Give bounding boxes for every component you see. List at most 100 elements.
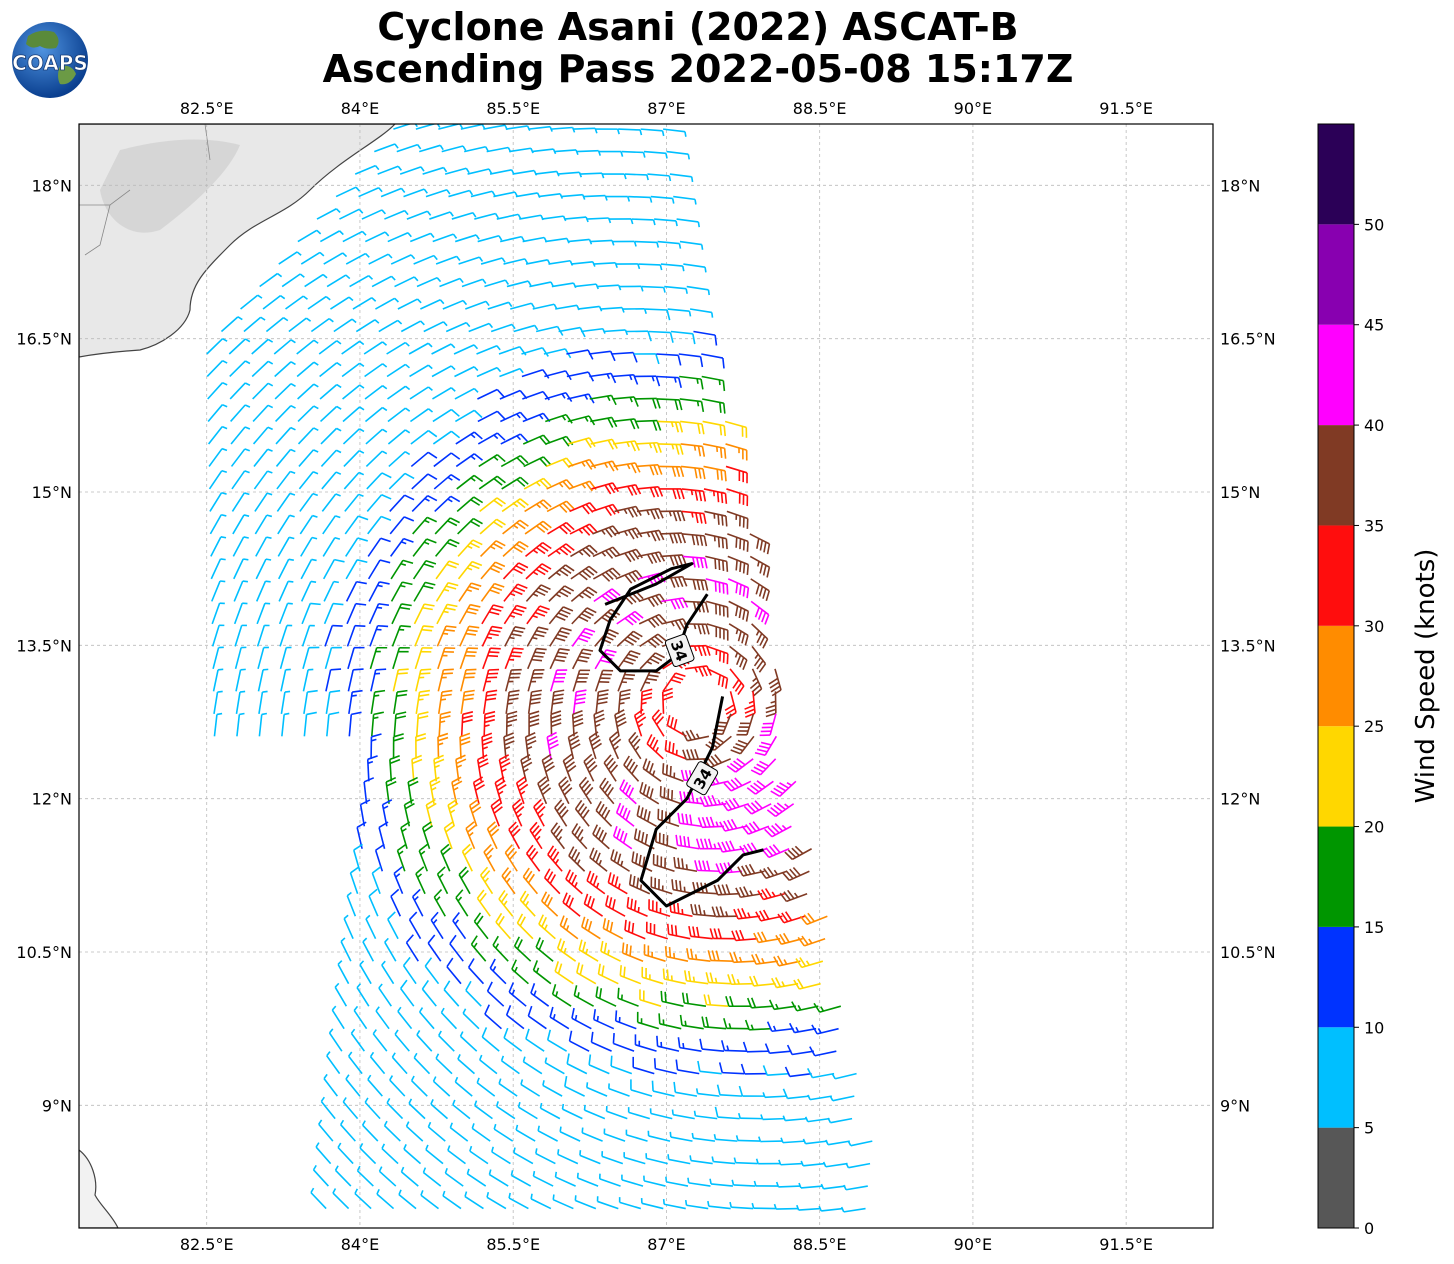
wind-barb — [345, 559, 368, 580]
wind-barb — [701, 1016, 727, 1030]
wind-barb — [431, 343, 456, 355]
wind-barb — [632, 1056, 655, 1075]
wind-barb — [639, 652, 665, 670]
wind-barb — [780, 1137, 805, 1144]
wind-barb — [252, 426, 273, 445]
wind-barb — [598, 1173, 621, 1187]
wind-barb — [363, 341, 388, 355]
wind-barb — [626, 330, 652, 342]
wind-barb — [639, 633, 667, 649]
wind-barb — [455, 431, 483, 445]
wind-barb — [403, 1144, 422, 1165]
wind-barb — [285, 295, 308, 310]
wind-barb — [749, 555, 771, 578]
wind-barb — [573, 127, 598, 134]
wind-barb — [662, 763, 684, 783]
wind-barb — [207, 381, 228, 400]
wind-barb — [659, 488, 685, 500]
wind-barb — [661, 597, 689, 610]
wind-barb — [508, 821, 521, 850]
wind-barb — [493, 1123, 514, 1142]
wind-barb — [586, 217, 612, 224]
wind-barb — [650, 195, 675, 204]
wind-barb — [433, 754, 445, 782]
wind-barb — [723, 777, 752, 792]
wind-barb — [605, 895, 626, 917]
wind-barb — [359, 1143, 377, 1165]
wind-barb — [499, 367, 524, 378]
wind-barb — [676, 218, 701, 228]
wind-barb — [707, 950, 733, 962]
axis-tick-labels: 82.5°E 82.5°E 84°E 84°E 85.5°E 85.5°E 87°E 87°E… — [16, 99, 1275, 1254]
wind-barb — [369, 624, 389, 647]
wind-barb — [254, 514, 273, 535]
wind-barb — [634, 240, 660, 248]
wind-barb — [207, 403, 228, 422]
wind-barb — [689, 308, 714, 318]
wind-barb — [413, 603, 435, 625]
wind-barb — [525, 844, 541, 872]
wind-barb — [347, 668, 364, 692]
wind-barb — [333, 318, 357, 333]
wind-barb — [430, 911, 444, 940]
wind-barb — [727, 555, 750, 575]
wind-barb — [420, 299, 445, 310]
lon-tick-bottom: 84°E — [341, 1235, 379, 1254]
wind-barb — [430, 1099, 449, 1120]
wind-barb — [437, 668, 454, 692]
wind-barb — [517, 1101, 538, 1120]
wind-barb — [634, 397, 661, 409]
colorbar-bin — [1318, 224, 1354, 325]
wind-barb — [412, 516, 438, 535]
wind-barb — [372, 1029, 388, 1052]
wind-barb — [421, 979, 437, 1007]
sri-lanka-coastline — [79, 1149, 119, 1228]
wind-barb — [361, 209, 386, 220]
wind-barb — [682, 555, 708, 569]
wind-barb — [508, 1192, 529, 1210]
wind-barb — [367, 515, 392, 535]
wind-barb — [481, 1027, 500, 1052]
wind-barb — [299, 514, 318, 535]
wind-barb — [691, 1132, 716, 1142]
wind-barb — [500, 411, 528, 423]
wind-barb — [701, 353, 725, 369]
wind-barb — [457, 539, 483, 557]
wind-barb — [315, 1142, 332, 1165]
wind-barb — [486, 981, 505, 1007]
wind-barb — [695, 838, 722, 850]
wind-barb — [468, 798, 482, 827]
wind-barb — [432, 387, 456, 400]
wind-barb — [616, 610, 644, 626]
wind-barb — [503, 732, 515, 759]
wind-barb — [354, 164, 380, 175]
wind-barb — [460, 668, 477, 692]
wind-barb — [615, 263, 641, 270]
wind-barb — [527, 1005, 547, 1030]
wind-barb — [356, 983, 370, 1007]
wind-barb — [679, 375, 704, 390]
wind-barb — [454, 234, 480, 243]
wind-barb — [459, 732, 471, 759]
lat-tick-left: 15°N — [32, 483, 72, 502]
wind-barb — [384, 209, 409, 220]
colorbar-tick-label: 20 — [1364, 818, 1384, 837]
wind-barb — [431, 365, 456, 378]
wind-barb — [621, 150, 646, 158]
wind-barb — [359, 799, 371, 827]
wind-barb — [387, 232, 412, 243]
wind-barb — [702, 443, 727, 459]
wind-barb — [616, 630, 643, 647]
wind-barb — [642, 758, 662, 782]
wind-barb — [454, 1076, 473, 1097]
wind-barb — [670, 330, 696, 345]
wind-barb — [759, 866, 788, 880]
wind-barb — [364, 385, 388, 400]
wind-barb — [434, 538, 460, 557]
wind-barb — [829, 1095, 855, 1102]
wind-barb — [693, 330, 718, 346]
wind-barb — [473, 912, 489, 940]
wind-barb — [455, 889, 469, 917]
wind-barb — [255, 580, 271, 602]
wind-barb — [547, 845, 563, 872]
